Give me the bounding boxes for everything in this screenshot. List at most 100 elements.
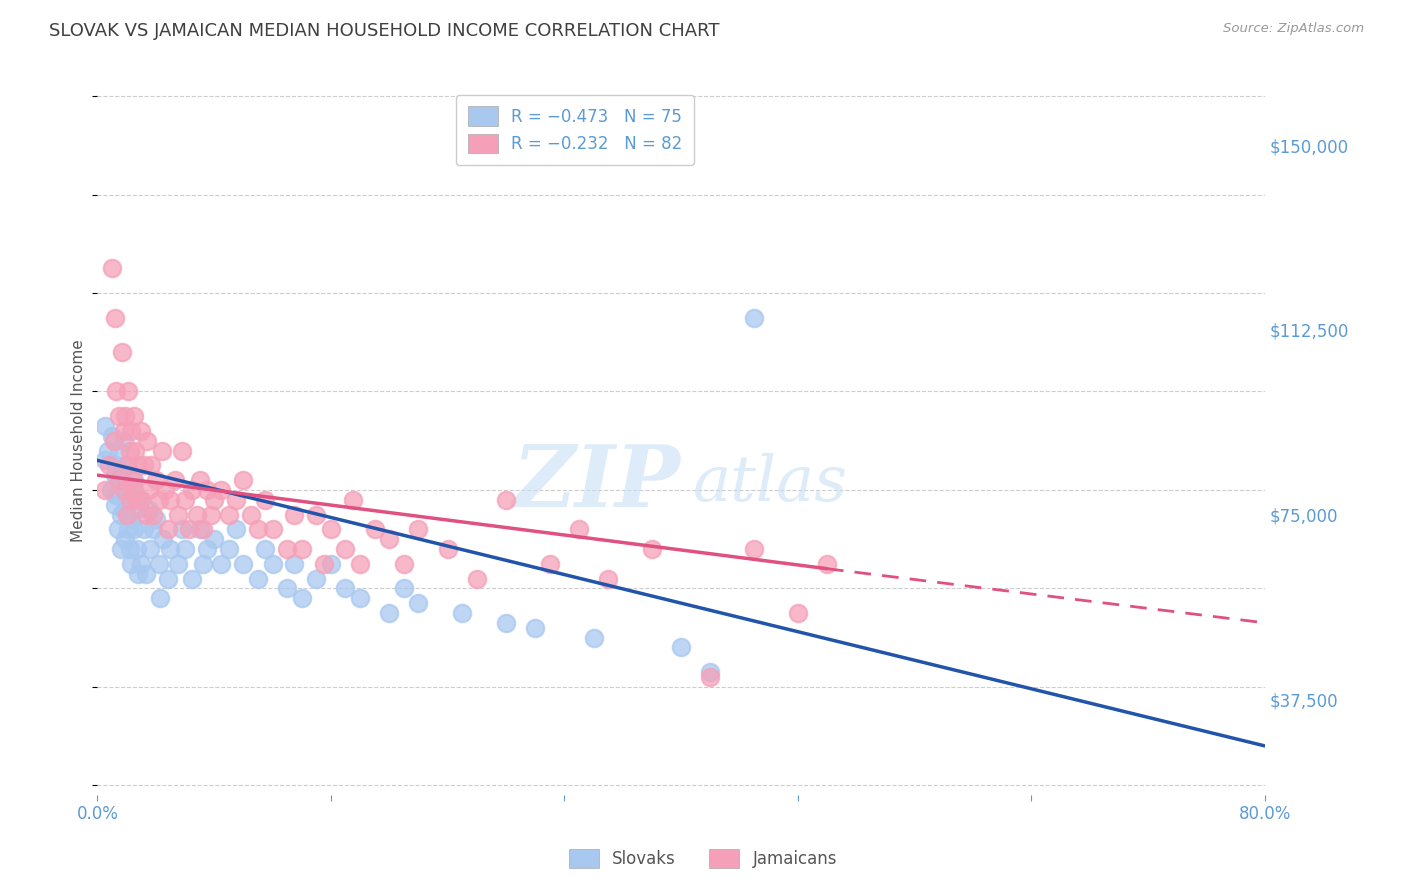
Point: [101, 261, 124, 276]
Point: [225, 492, 247, 507]
Point: [342, 492, 364, 507]
Point: [378, 606, 401, 620]
Point: [120, 424, 142, 438]
Point: [172, 443, 194, 458]
Point: [98, 458, 121, 473]
Point: [115, 458, 138, 473]
Point: [408, 596, 430, 610]
Point: [122, 409, 145, 423]
Point: [218, 541, 240, 556]
Point: [112, 434, 135, 448]
Point: [115, 492, 138, 507]
Point: [172, 522, 194, 536]
Point: [138, 483, 160, 497]
Point: [200, 508, 222, 522]
Point: [495, 492, 517, 507]
Text: Source: ZipAtlas.com: Source: ZipAtlas.com: [1223, 22, 1364, 36]
Point: [524, 621, 547, 635]
Point: [117, 522, 139, 536]
Point: [118, 492, 141, 507]
Point: [582, 631, 605, 645]
Point: [786, 606, 808, 620]
Point: [114, 409, 136, 423]
Legend: Slovaks, Jamaicans: Slovaks, Jamaicans: [562, 842, 844, 875]
Point: [104, 310, 127, 325]
Point: [148, 492, 170, 507]
Text: atlas: atlas: [693, 452, 848, 514]
Point: [115, 508, 138, 522]
Point: [568, 522, 591, 536]
Point: [105, 384, 128, 399]
Point: [211, 557, 233, 571]
Point: [105, 488, 128, 502]
Point: [145, 473, 167, 487]
Point: [118, 541, 141, 556]
Point: [134, 522, 156, 536]
Legend: R = −0.473   N = 75, R = −0.232   N = 82: R = −0.473 N = 75, R = −0.232 N = 82: [456, 95, 695, 165]
Point: [319, 522, 342, 536]
Point: [239, 508, 262, 522]
Text: SLOVAK VS JAMAICAN MEDIAN HOUSEHOLD INCOME CORRELATION CHART: SLOVAK VS JAMAICAN MEDIAN HOUSEHOLD INCO…: [49, 22, 720, 40]
Point: [105, 458, 128, 473]
Point: [136, 434, 159, 448]
Point: [145, 512, 167, 526]
Point: [436, 541, 458, 556]
Point: [742, 310, 765, 325]
Point: [156, 522, 179, 536]
Point: [181, 572, 204, 586]
Point: [104, 498, 127, 512]
Point: [291, 541, 314, 556]
Point: [110, 541, 132, 556]
Point: [451, 606, 474, 620]
Y-axis label: Median Household Income: Median Household Income: [72, 339, 86, 542]
Point: [129, 424, 152, 438]
Point: [538, 557, 561, 571]
Point: [111, 345, 134, 359]
Point: [138, 502, 160, 516]
Point: [152, 532, 174, 546]
Point: [335, 582, 357, 596]
Point: [100, 483, 122, 497]
Point: [232, 557, 254, 571]
Point: [117, 384, 139, 399]
Point: [262, 557, 284, 571]
Point: [166, 557, 188, 571]
Point: [174, 541, 197, 556]
Point: [104, 468, 127, 483]
Point: [202, 532, 225, 546]
Point: [186, 508, 208, 522]
Point: [112, 502, 135, 516]
Point: [118, 483, 141, 497]
Point: [166, 508, 188, 522]
Point: [211, 483, 233, 497]
Point: [120, 512, 142, 526]
Point: [134, 458, 156, 473]
Point: [174, 492, 197, 507]
Point: [191, 522, 214, 536]
Point: [94, 483, 117, 497]
Point: [112, 483, 135, 497]
Point: [254, 541, 277, 556]
Point: [110, 508, 132, 522]
Point: [142, 508, 165, 522]
Point: [120, 557, 142, 571]
Point: [465, 572, 488, 586]
Point: [232, 473, 254, 487]
Point: [195, 483, 218, 497]
Point: [107, 522, 129, 536]
Point: [125, 541, 148, 556]
Point: [129, 557, 152, 571]
Point: [188, 473, 211, 487]
Point: [641, 541, 664, 556]
Point: [150, 443, 173, 458]
Point: [246, 572, 269, 586]
Point: [122, 522, 145, 536]
Point: [127, 458, 149, 473]
Point: [115, 458, 138, 473]
Point: [276, 582, 298, 596]
Point: [159, 492, 181, 507]
Point: [139, 541, 162, 556]
Point: [254, 492, 277, 507]
Point: [392, 557, 415, 571]
Point: [153, 483, 176, 497]
